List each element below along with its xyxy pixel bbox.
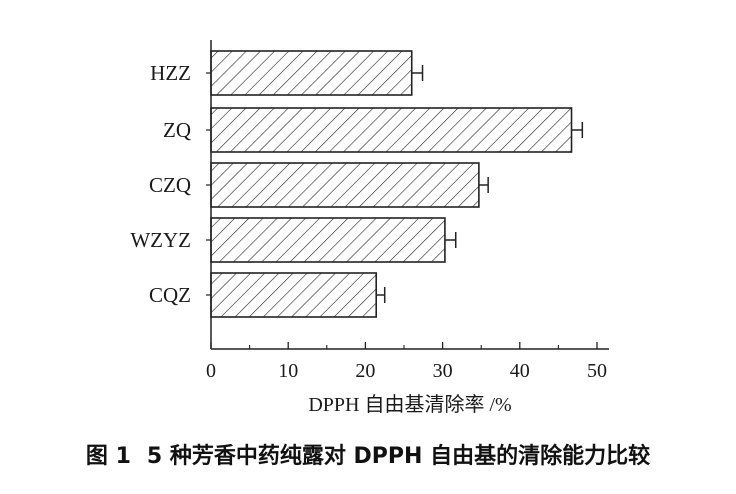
category-label-zq: ZQ bbox=[163, 118, 191, 142]
figure-caption-text: 5 种芳香中药纯露对 DPPH 自由基的清除能力比较 bbox=[146, 444, 651, 469]
figure-caption: 图 1 5 种芳香中药纯露对 DPPH 自由基的清除能力比较 bbox=[0, 438, 736, 470]
x-tick-label-30: 30 bbox=[433, 360, 453, 382]
category-label-wzyz: WZYZ bbox=[130, 228, 191, 252]
bar-hzz bbox=[210, 50, 413, 96]
x-tick-label-10: 10 bbox=[278, 360, 298, 382]
x-axis-label: DPPH 自由基清除率 /% bbox=[308, 393, 511, 416]
category-label-cqz: CQZ bbox=[149, 283, 191, 307]
bar-wzyz bbox=[210, 217, 446, 263]
x-tick-label-0: 0 bbox=[206, 360, 216, 382]
x-tick-label-20: 20 bbox=[355, 360, 375, 382]
bar-chart: 0 10 20 30 40 50 HZZ ZQ CZQ WZYZ CQZ DPPH 自由基清除率 /… bbox=[130, 40, 609, 416]
x-tick-label-40: 40 bbox=[510, 360, 530, 382]
bar-czq bbox=[210, 162, 480, 208]
chart-marks: 0 10 20 30 40 50 HZZ ZQ CZQ WZYZ CQZ bbox=[130, 40, 609, 382]
category-label-czq: CZQ bbox=[149, 173, 191, 197]
bar-cqz bbox=[210, 272, 378, 318]
category-label-hzz: HZZ bbox=[150, 61, 191, 85]
bar-zq bbox=[210, 107, 573, 153]
figure-caption-label: 图 1 bbox=[85, 444, 131, 469]
chart-area: 0 10 20 30 40 50 HZZ ZQ CZQ WZYZ CQZ DPPH 自由基清除率 /… bbox=[130, 40, 609, 416]
x-tick-label-50: 50 bbox=[587, 360, 607, 382]
